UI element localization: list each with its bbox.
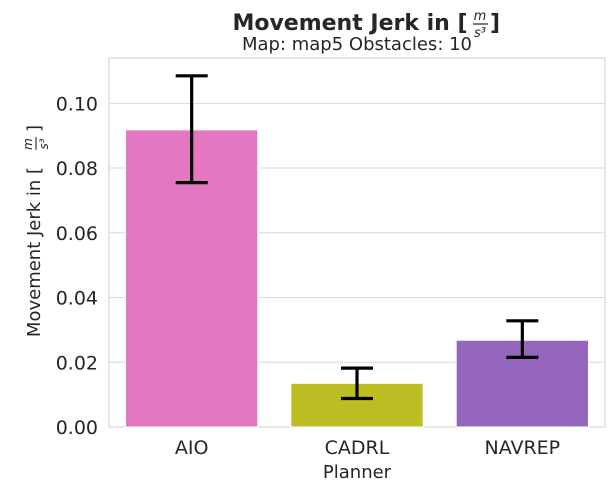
y-tick-label: 0.00 xyxy=(56,417,98,439)
y-tick-labels: 0.00 0.02 0.04 0.06 0.08 0.10 xyxy=(56,93,98,439)
error-bar-navrep xyxy=(506,319,539,360)
y-axis-label: Movement Jerk in [ m s³ ] xyxy=(21,125,51,337)
error-bars xyxy=(175,74,539,401)
y-axis-unit-denominator: s³ xyxy=(37,138,51,149)
chart-subtitle: Map: map5 Obstacles: 10 xyxy=(242,34,472,55)
chart-title-prefix: Movement Jerk in [ xyxy=(232,11,467,36)
x-tick-label: AIO xyxy=(175,437,209,459)
error-bar-aio xyxy=(175,74,208,185)
y-tick-label: 0.08 xyxy=(56,158,98,180)
chart-title-suffix: ] xyxy=(490,11,500,36)
error-bar-cadrl xyxy=(341,366,373,401)
y-axis-label-prefix: Movement Jerk in [ xyxy=(24,167,45,337)
y-axis-label-suffix: ] xyxy=(24,125,45,132)
y-tick-label: 0.06 xyxy=(56,223,98,245)
title-unit-denominator: s³ xyxy=(474,26,486,41)
x-axis-label: Planner xyxy=(323,462,392,483)
x-tick-labels: AIO CADRL NAVREP xyxy=(175,437,560,459)
chart-title: Movement Jerk in [ xyxy=(232,11,467,36)
x-tick-label: NAVREP xyxy=(484,437,560,459)
y-tick-label: 0.04 xyxy=(56,288,98,310)
title-unit-fraction: m s³ xyxy=(473,9,488,41)
y-tick-label: 0.10 xyxy=(56,93,98,115)
title-unit-numerator: m xyxy=(474,9,487,24)
y-tick-label: 0.02 xyxy=(56,352,98,374)
y-axis-unit-numerator: m xyxy=(21,138,35,150)
x-tick-label: CADRL xyxy=(325,437,390,459)
